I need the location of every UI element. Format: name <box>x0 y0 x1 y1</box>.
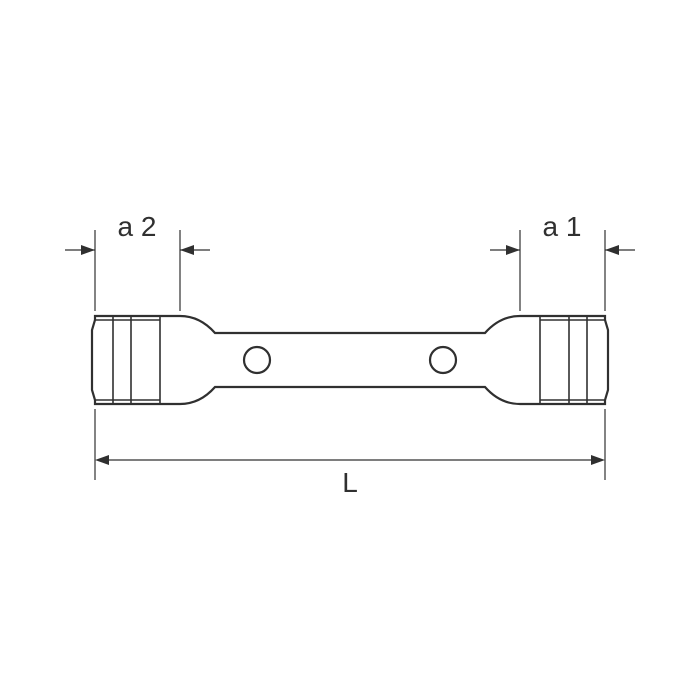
dim-L-arrow-left <box>95 455 109 465</box>
dim-L-arrow-right <box>591 455 605 465</box>
tube-spanner-outline <box>92 316 608 404</box>
dim-a2-arrow-left <box>81 245 95 255</box>
dim-a2-arrow-right <box>180 245 194 255</box>
label-a2: a 2 <box>118 211 157 242</box>
hole-right <box>430 347 456 373</box>
hole-left <box>244 347 270 373</box>
dim-a1-arrow-left <box>506 245 520 255</box>
label-L: L <box>342 467 358 498</box>
dim-a1-arrow-right <box>605 245 619 255</box>
technical-drawing: a 2 a 1 L <box>0 0 700 700</box>
label-a1: a 1 <box>543 211 582 242</box>
